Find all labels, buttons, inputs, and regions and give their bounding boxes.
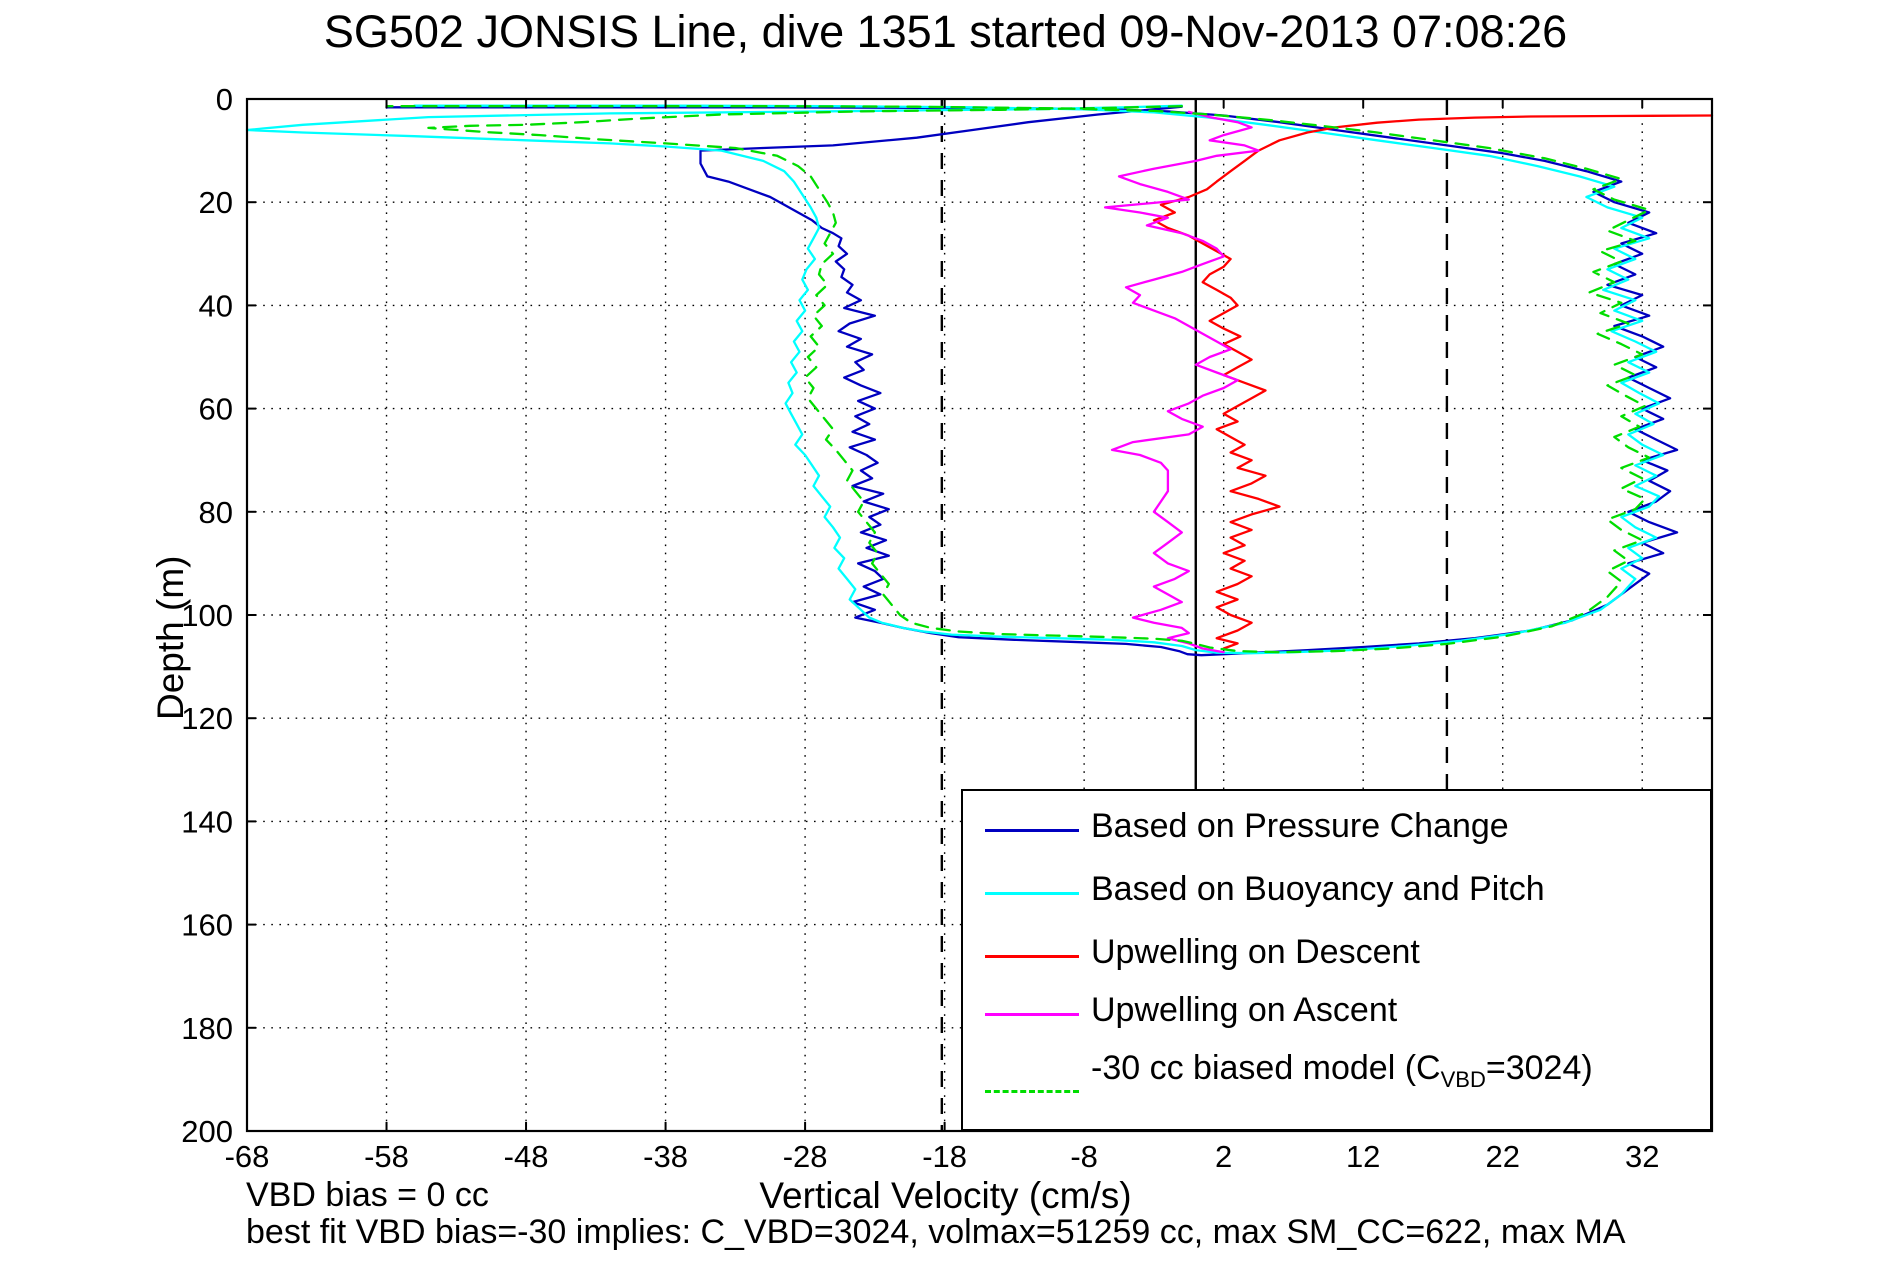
x-tick-label: 12 [1346, 1139, 1380, 1174]
best-fit-annotation: best fit VBD bias=-30 implies: C_VBD=302… [246, 1213, 1626, 1251]
series-line-0 [385, 105, 1679, 657]
page-title: SG502 JONSIS Line, dive 1351 started 09-… [323, 6, 1568, 57]
x-tick-label: -68 [225, 1139, 270, 1174]
x-tick-label: -18 [922, 1139, 967, 1174]
y-tick-label: 100 [181, 598, 233, 633]
legend-item-1[interactable]: Based on Buoyancy and Pitch [963, 870, 1710, 930]
x-tick-label: -58 [364, 1139, 409, 1174]
legend-swatch-3 [985, 1013, 1079, 1016]
y-tick-label: 60 [199, 392, 233, 427]
legend-item-4[interactable]: -30 cc biased model (CVBD=3024) [963, 1049, 1710, 1109]
y-tick-label: 160 [181, 908, 233, 943]
x-tick-label: 22 [1485, 1139, 1519, 1174]
data-series [245, 104, 1714, 657]
legend-item-0[interactable]: Based on Pressure Change [963, 807, 1710, 867]
vbd-bias-annotation: VBD bias = 0 cc [246, 1176, 489, 1214]
legend-label-1: Based on Buoyancy and Pitch [1091, 870, 1545, 908]
y-tick-label: 200 [181, 1114, 233, 1149]
y-axis-label: Depth (m) [150, 555, 191, 720]
x-axis-label: Vertical Velocity (cm/s) [759, 1175, 1132, 1216]
y-tick-label: 140 [181, 804, 233, 839]
legend-swatch-0 [985, 829, 1079, 832]
x-tick-label: -28 [783, 1139, 828, 1174]
legend-swatch-4 [985, 1090, 1079, 1093]
y-tick-label: 40 [199, 288, 233, 323]
x-tick-label: -48 [504, 1139, 549, 1174]
x-tick-label: 2 [1215, 1139, 1232, 1174]
series-line-2 [1152, 114, 1714, 650]
y-tick-label: 180 [181, 1011, 233, 1046]
legend-label-4: -30 cc biased model (CVBD=3024) [1091, 1049, 1593, 1092]
legend-swatch-2 [985, 955, 1079, 958]
legend-label-0: Based on Pressure Change [1091, 807, 1509, 845]
y-tick-label: 120 [181, 701, 233, 736]
y-tick-label: 0 [216, 82, 233, 117]
legend-label-3: Upwelling on Ascent [1091, 991, 1398, 1029]
chart-legend: Based on Pressure Change Based on Buoyanc… [961, 789, 1712, 1131]
legend-item-2[interactable]: Upwelling on Descent [963, 933, 1710, 993]
legend-item-3[interactable]: Upwelling on Ascent [963, 991, 1710, 1051]
series-line-3 [1103, 110, 1260, 654]
x-tick-label: 32 [1625, 1139, 1659, 1174]
axis-tick-labels: -68 -58 -48 -38 -28 -18 -8 2 12 22 32 0 20 40 60 80 100 1… [181, 82, 1659, 1174]
x-tick-label: -38 [643, 1139, 688, 1174]
series-line-1 [245, 104, 1665, 655]
y-tick-label: 80 [199, 495, 233, 530]
y-tick-label: 20 [199, 185, 233, 220]
x-tick-label: -8 [1070, 1139, 1098, 1174]
legend-label-2: Upwelling on Descent [1091, 933, 1420, 971]
legend-swatch-1 [985, 892, 1079, 895]
series-line-4 [385, 105, 1651, 654]
